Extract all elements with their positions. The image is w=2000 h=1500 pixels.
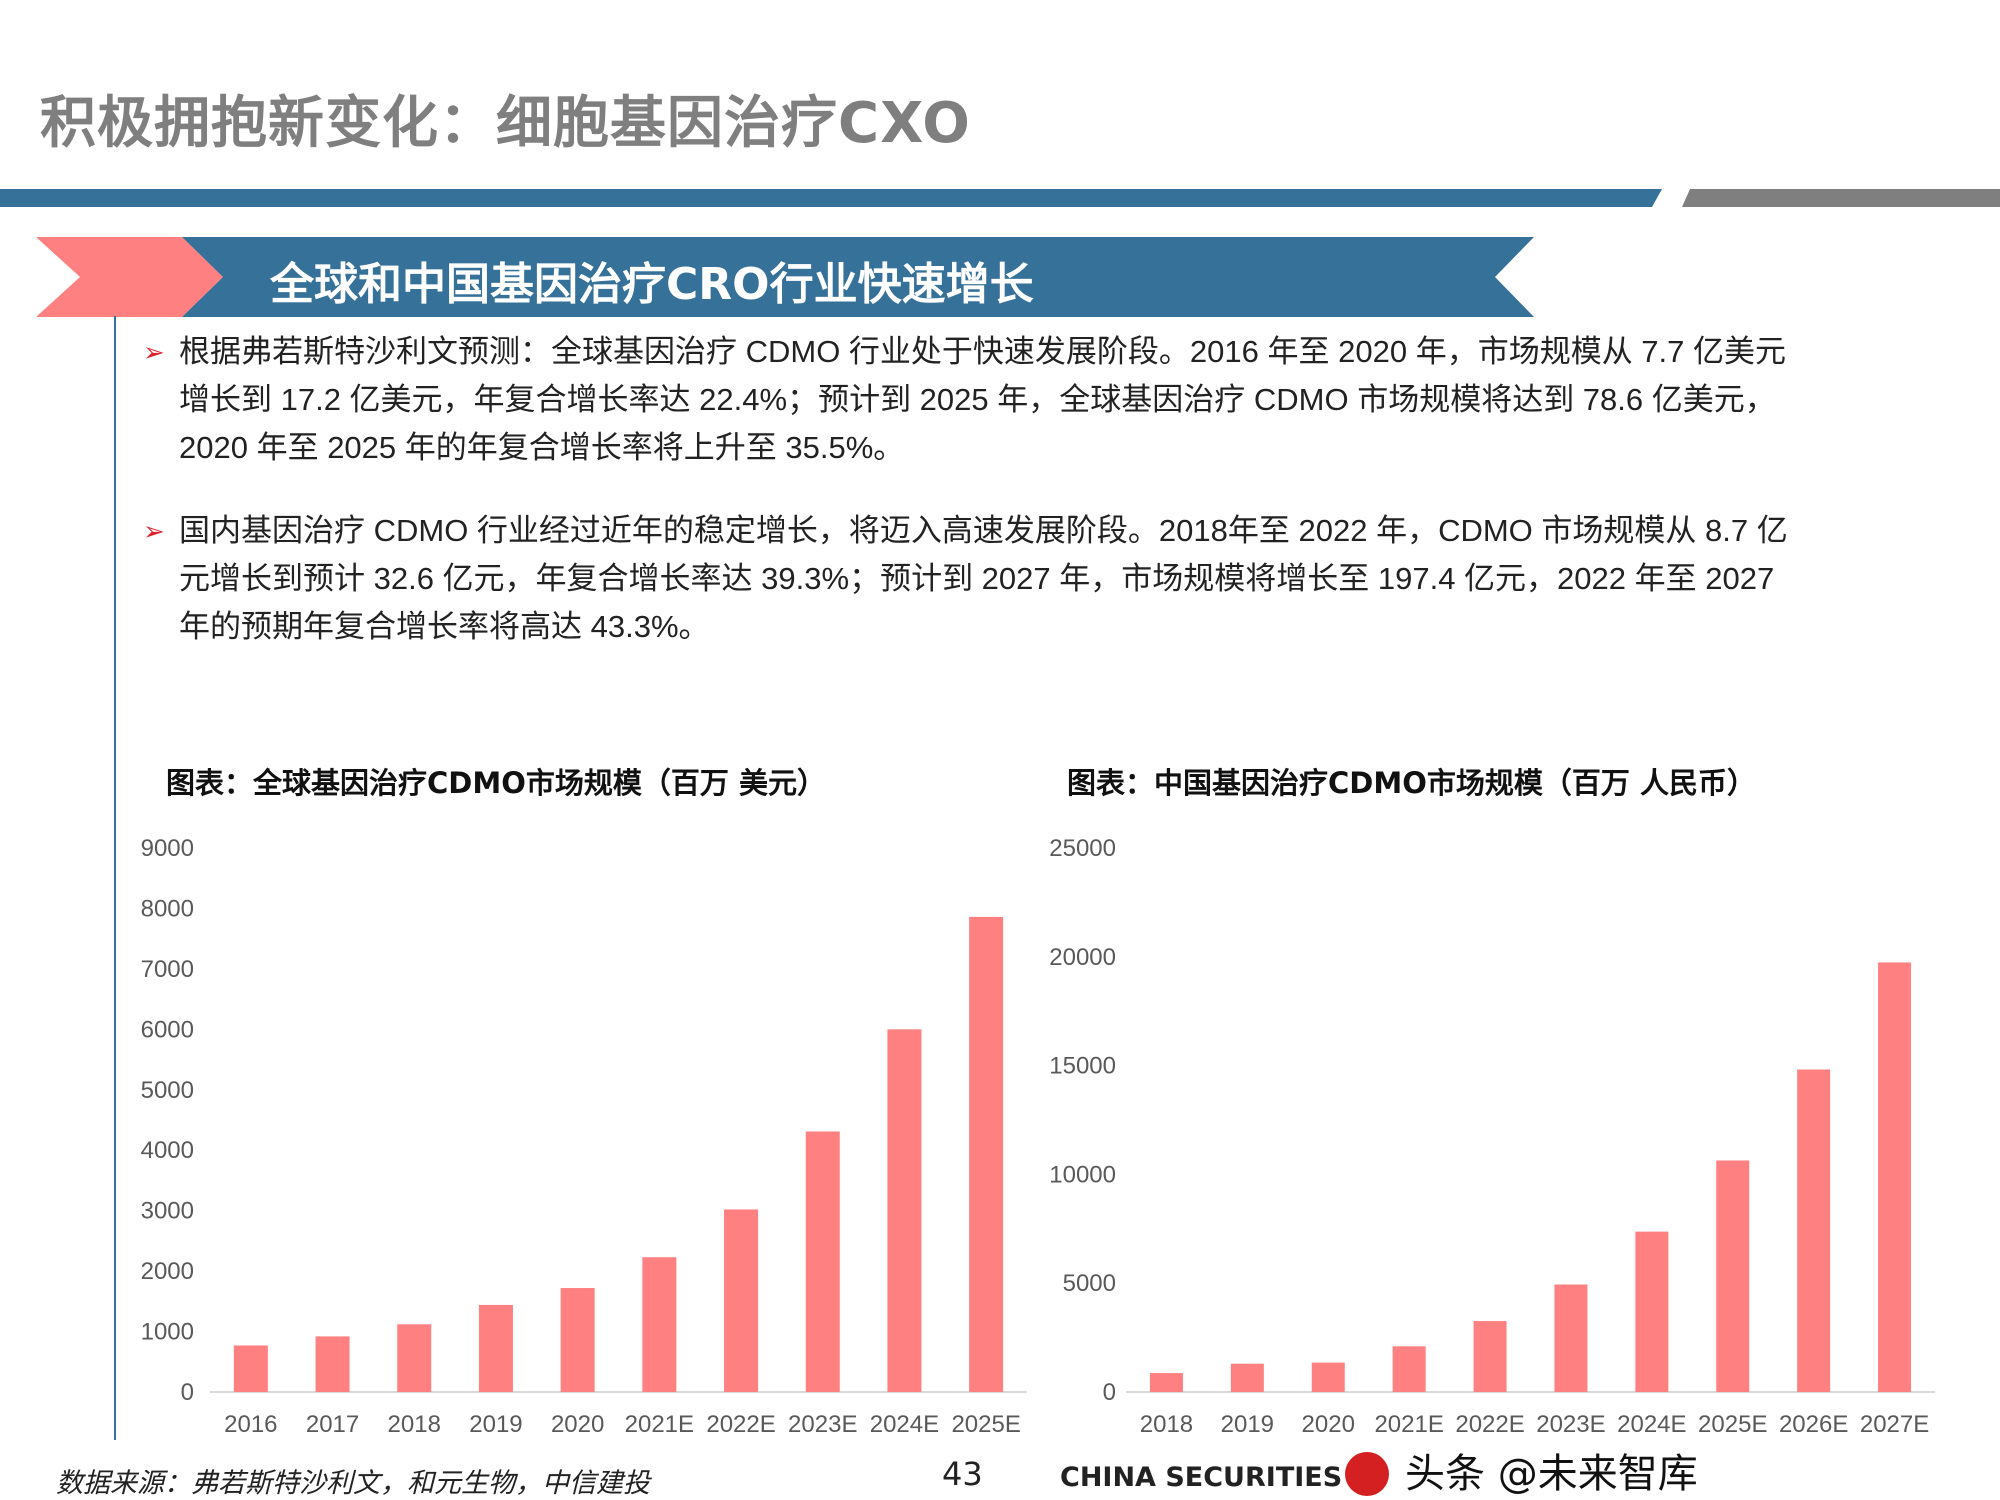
y-tick-label: 3000 — [141, 1198, 194, 1225]
bar — [724, 1209, 759, 1392]
y-tick-label: 7000 — [141, 956, 194, 983]
chart-global-cdmo: 0 1000 2000 3000 4000 5000 6000 7000 8000 9000 201… — [141, 835, 1027, 1438]
bar — [1635, 1231, 1669, 1392]
y-tick-label: 10000 — [1049, 1161, 1116, 1188]
china-securities-logo-icon — [1345, 1452, 1389, 1496]
x-tick-label: 2022E — [1455, 1411, 1524, 1438]
arrow-right-icon: ➢ — [143, 516, 165, 546]
banner-ribbon — [182, 237, 1534, 317]
banner-chevron — [36, 237, 223, 317]
y-tick-label: 2000 — [141, 1258, 194, 1285]
bar — [969, 916, 1004, 1392]
chart-title-global: 图表：全球基因治疗CDMO市场规模（百万 美元） — [166, 766, 826, 800]
x-tick-label: 2024E — [1617, 1411, 1686, 1438]
header-bar-gray — [1682, 189, 2000, 207]
y-tick-label: 20000 — [1049, 944, 1116, 971]
bar — [1392, 1346, 1426, 1392]
x-tick-label: 2025E — [1698, 1411, 1767, 1438]
y-tick-label: 1000 — [141, 1319, 194, 1346]
bar — [805, 1131, 840, 1392]
x-tick-label: 2027E — [1860, 1411, 1929, 1438]
bar — [397, 1324, 432, 1392]
bar — [478, 1304, 513, 1392]
x-tick-label: 2023E — [1536, 1411, 1605, 1438]
bar — [1554, 1284, 1588, 1392]
x-tick-label: 2025E — [951, 1411, 1020, 1438]
x-tick-label: 2024E — [870, 1411, 939, 1438]
x-tick-label: 2019 — [1221, 1411, 1274, 1438]
section-banner — [36, 237, 1534, 317]
x-tick-label: 2018 — [1140, 1411, 1193, 1438]
y-tick-label: 4000 — [141, 1137, 194, 1164]
x-tick-label: 2022E — [706, 1411, 775, 1438]
x-tick-label: 2017 — [306, 1411, 359, 1438]
x-tick-label: 2023E — [788, 1411, 857, 1438]
bullet-global: ➢ 根据弗若斯特沙利文预测：全球基因治疗 CDMO 行业处于快速发展阶段。201… — [143, 328, 1786, 472]
bar — [1311, 1362, 1345, 1392]
page-title: 积极拥抱新变化：细胞基因治疗CXO — [40, 91, 971, 156]
page-number: 43 — [942, 1455, 983, 1493]
arrow-right-icon: ➢ — [143, 337, 165, 367]
watermark-subtitle: CHINA SECURITIES — [1060, 1462, 1343, 1493]
bar — [1473, 1321, 1507, 1392]
bullet-line: 元增长到预计 32.6 亿元，年复合增长率达 39.3%；预计到 2027 年，… — [179, 561, 1775, 596]
y-tick-label: 5000 — [1063, 1270, 1116, 1297]
bullet-line: 年的预期年复合增长率将高达 43.3%。 — [179, 609, 710, 644]
y-tick-label: 25000 — [1049, 835, 1116, 862]
x-tick-label: 2018 — [388, 1411, 441, 1438]
chart-title-china: 图表：中国基因治疗CDMO市场规模（百万 人民币） — [1067, 766, 1756, 800]
bar — [233, 1345, 268, 1392]
bar — [642, 1257, 677, 1392]
x-tick-label: 2020 — [551, 1411, 604, 1438]
data-source: 数据来源：弗若斯特沙利文，和元生物，中信建投 — [56, 1468, 650, 1499]
y-tick-label: 5000 — [141, 1077, 194, 1104]
header-bar-blue — [0, 189, 1662, 207]
bar — [1149, 1373, 1183, 1392]
y-tick-label: 6000 — [141, 1016, 194, 1043]
y-tick-label: 9000 — [141, 835, 194, 862]
x-tick-label: 2026E — [1779, 1411, 1848, 1438]
bar — [887, 1029, 922, 1392]
bar — [1797, 1069, 1831, 1392]
bar — [560, 1288, 595, 1392]
y-tick-label: 15000 — [1049, 1053, 1116, 1080]
y-tick-label: 0 — [181, 1379, 194, 1406]
section-title: 全球和中国基因治疗CRO行业快速增长 — [270, 259, 1034, 310]
header-divider-bar — [0, 189, 2000, 207]
watermark: 头条 @未来智库 — [1405, 1451, 1698, 1497]
bullet-line: 增长到 17.2 亿美元，年复合增长率达 22.4%；预计到 2025 年，全球… — [179, 382, 1776, 417]
bullet-line: 根据弗若斯特沙利文预测：全球基因治疗 CDMO 行业处于快速发展阶段。2016 … — [179, 334, 1787, 369]
x-tick-label: 2020 — [1302, 1411, 1355, 1438]
bar — [1230, 1363, 1264, 1392]
left-accent-line — [114, 316, 116, 1440]
x-tick-label: 2016 — [224, 1411, 277, 1438]
x-tick-label: 2021E — [1374, 1411, 1443, 1438]
bullet-line: 国内基因治疗 CDMO 行业经过近年的稳定增长，将迈入高速发展阶段。2018年至… — [179, 513, 1788, 548]
chart-china-cdmo: 0 5000 10000 15000 20000 25000 2018 2019 2020 202… — [1049, 835, 1935, 1438]
bar — [1716, 1160, 1750, 1392]
bullet-china: ➢ 国内基因治疗 CDMO 行业经过近年的稳定增长，将迈入高速发展阶段。2018… — [143, 507, 1788, 651]
y-tick-label: 8000 — [141, 895, 194, 922]
x-tick-label: 2021E — [625, 1411, 694, 1438]
bar — [1878, 962, 1912, 1392]
bar — [315, 1336, 350, 1392]
x-tick-label: 2019 — [469, 1411, 522, 1438]
bullet-line: 2020 年至 2025 年的年复合增长率将上升至 35.5%。 — [179, 430, 905, 465]
y-tick-label: 0 — [1103, 1379, 1116, 1406]
